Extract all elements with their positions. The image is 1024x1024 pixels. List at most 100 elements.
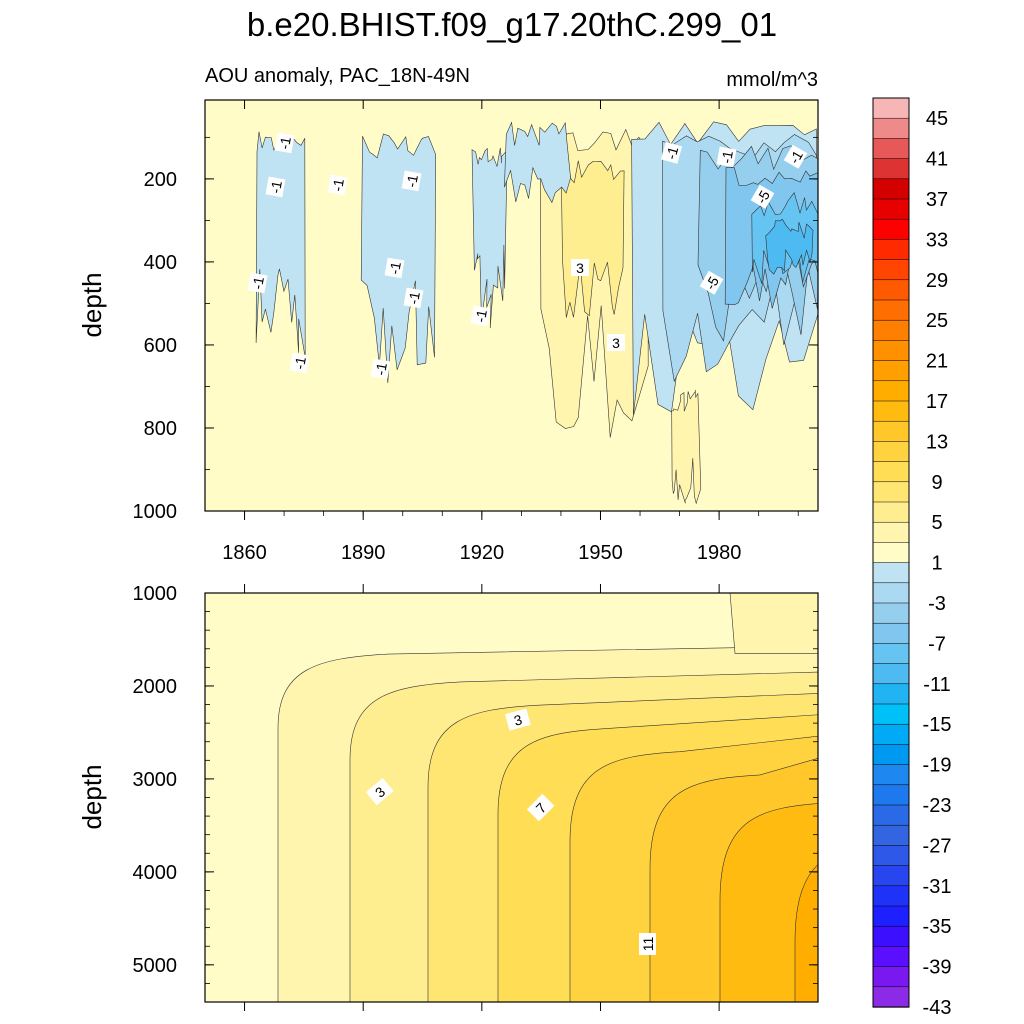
colorbar-label: 25 [926,310,948,332]
contour-label-bg [289,352,310,374]
bottom-ylabel: depth [77,764,107,829]
contour-label-text: -1 [403,173,421,188]
colorbar-label: -39 [923,957,952,979]
colorbar-label: -35 [923,916,952,938]
colorbar-swatch [872,663,910,685]
contour-label: -1 [470,305,491,327]
colorbar-swatch [872,905,910,927]
colorbar-swatch [872,966,910,988]
contour-label-bg [370,358,391,380]
colorbar-label: -7 [928,633,946,655]
colorbar-label: -23 [923,795,952,817]
colorbar-label: -11 [923,674,950,696]
y-tick-label: 3000 [133,769,178,791]
x-tick-label: 1980 [697,542,742,564]
contour-band [719,803,818,1002]
y-tick-label: 4000 [133,862,178,884]
colorbar-swatch [872,501,910,523]
colorbar-label: 1 [931,553,942,575]
contour-label-text: 3 [512,711,524,729]
blue-anomaly-region [360,133,437,384]
contour-band [794,864,818,1002]
colorbar-label: 13 [926,431,948,453]
colorbar-swatch [872,481,910,503]
colorbar-label: 37 [926,189,948,211]
colorbar-swatch [872,420,910,443]
colorbar-swatch [872,319,910,342]
colorbar-label: -19 [923,755,952,777]
contour-label-text: 11 [640,937,656,952]
contour-label: -5 [699,270,724,295]
contour-label: -1 [716,146,737,168]
top-panel: AOU anomaly, PAC_18N-49N mmol/m^3 -1-1 -1… [77,65,819,564]
colorbar-label: 41 [926,149,948,171]
yellow-anomaly-region [671,389,702,505]
contour-label: 3 [607,334,625,351]
contour-label-bg [716,146,737,168]
contour-label: -1 [274,132,295,154]
y-tick-label: 1000 [133,583,178,605]
contour-label: -5 [750,184,775,209]
contour-label-text: -1 [718,149,736,164]
colorbar-frame [872,97,910,1008]
colorbar-swatch [872,723,910,746]
colorbar-label: 5 [931,512,942,534]
colorbar-swatch [872,562,910,584]
contour-label: -1 [289,352,310,374]
colorbar-swatch [872,218,910,241]
bottom-field [205,593,818,1002]
contour-label-text: 3 [612,335,620,351]
contour-label: 7 [526,793,555,822]
contour-label-bg [750,184,775,209]
contour-label-bg [505,708,531,731]
y-tick-label: 1000 [133,501,178,523]
colorbar-swatch [872,885,910,907]
contour-label-text: -1 [276,135,294,150]
colorbar-swatch [872,380,910,402]
colorbar-swatch [872,198,910,220]
contour-label: -1 [401,170,422,192]
contour-label-bg [247,272,268,294]
colorbar-swatch [872,259,910,281]
colorbar-label: 21 [926,351,948,373]
contour-label-text: -1 [472,308,490,323]
colorbar-swatch [872,138,910,160]
x-tick-label: 1950 [578,542,623,564]
contour-label: -1 [783,144,808,169]
colorbar-swatch [872,683,910,705]
subtitle: AOU anomaly, PAC_18N-49N [205,65,470,87]
colorbar-label: -31 [923,876,952,898]
colorbar-swatch [872,441,910,463]
contour-label: -1 [247,272,268,294]
colorbar-swatch [872,239,910,261]
contour-label: -1 [327,174,348,196]
contour-label-bg [365,778,394,806]
y-tick-label: 2000 [133,676,178,698]
colorbar-swatch [872,986,910,1008]
contour-label-text: -1 [249,275,267,290]
contour-label-text: -1 [663,145,682,161]
colorbar-swatch [872,622,910,645]
chart-title: b.e20.BHIST.f09_g17.20thC.299_01 [247,6,777,43]
colorbar-swatch [872,400,910,422]
contour-label-bg [783,144,808,169]
contour-label: 3 [365,778,394,806]
contour-label-text: -1 [405,290,423,305]
colorbar-label: -15 [923,714,952,736]
colorbar-label: 45 [926,108,948,130]
colorbar-swatch [872,582,910,604]
colorbar-label: 33 [926,229,948,251]
contour-label-bg [327,174,348,196]
colorbar-swatch [872,744,910,766]
blue-anomaly-region [504,121,571,204]
contour-label-bg [265,176,286,198]
contour-label: -1 [660,141,683,164]
colorbar-swatch [872,784,910,806]
contour-label-text: -1 [372,361,390,376]
colorbar-swatch [872,461,910,483]
colorbar-label: 9 [931,472,942,494]
contour-label: -1 [265,176,286,198]
y-tick-label: 400 [144,252,177,274]
contour-label: -1 [384,257,405,279]
colorbar-swatch [872,764,910,786]
